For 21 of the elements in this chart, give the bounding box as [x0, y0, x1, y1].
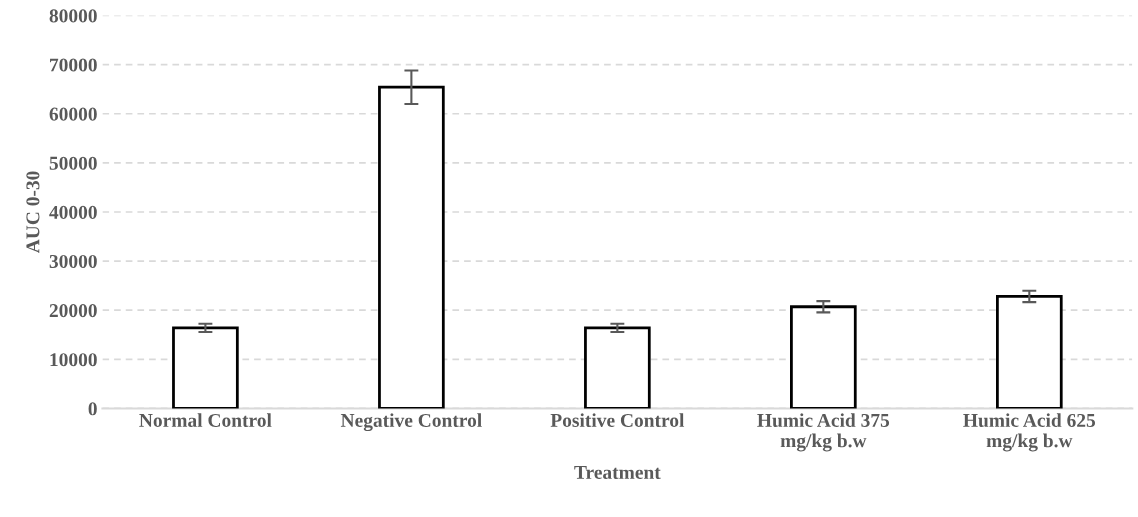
- y-tick-label: 0: [88, 402, 97, 416]
- bar: [790, 305, 857, 409]
- bar: [996, 295, 1063, 409]
- x-tick-label: Humic Acid 375 mg/kg b.w: [757, 413, 890, 452]
- y-tick-label: 50000: [49, 156, 97, 170]
- y-tick-label: 20000: [49, 304, 97, 318]
- y-tick-label: 10000: [50, 353, 97, 367]
- bar: [172, 326, 239, 409]
- x-tick-label: Negative Control: [340, 413, 482, 432]
- x-tick-label: Normal Control: [139, 413, 272, 427]
- y-tick-label: 40000: [49, 205, 97, 219]
- y-tick-label: 60000: [49, 107, 97, 121]
- bar: [378, 85, 445, 409]
- y-tick-label: 30000: [49, 254, 97, 269]
- y-tick-label: 70000: [50, 58, 97, 72]
- x-tick-label: Positive Control: [550, 413, 685, 427]
- y-axis-title: AUC 0-30: [26, 171, 40, 254]
- bar: [584, 326, 651, 409]
- x-tick-label: Humic Acid 625 mg/kg b.w: [963, 413, 1096, 452]
- y-tick-label: 80000: [49, 9, 97, 23]
- x-axis-title: Treatment: [574, 466, 661, 479]
